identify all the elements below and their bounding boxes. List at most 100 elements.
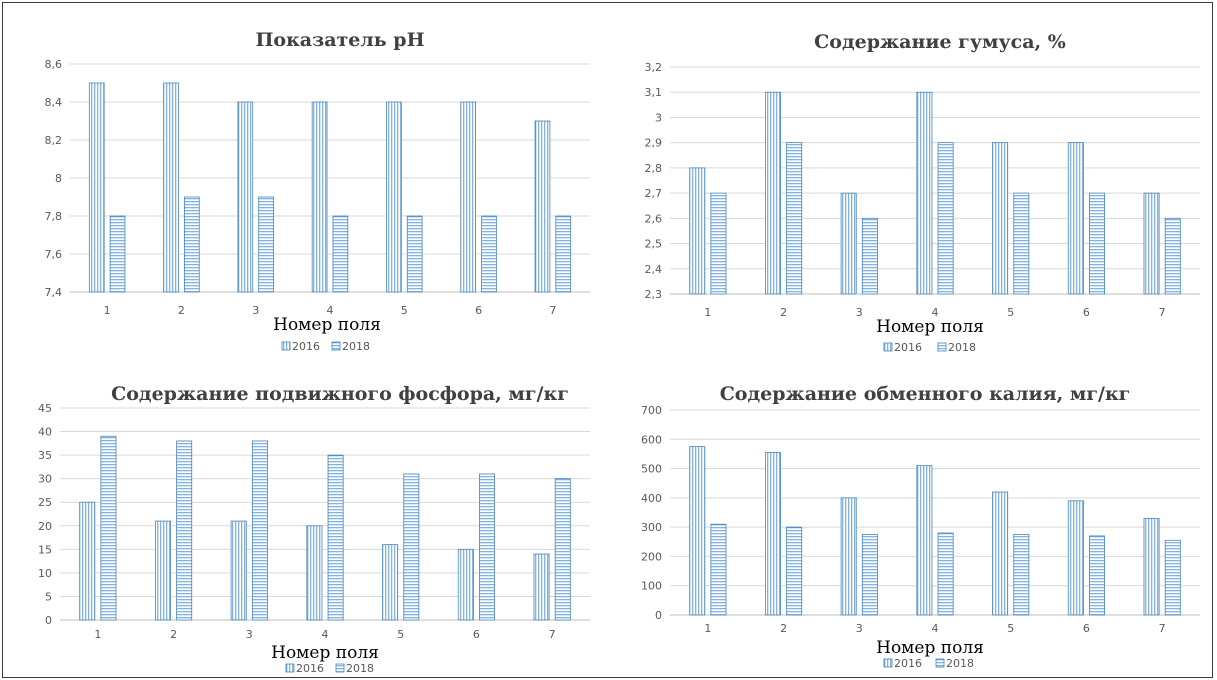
x-axis-label: Номер поля bbox=[876, 317, 984, 337]
x-tick-label: 2 bbox=[780, 306, 787, 319]
bar-2018-field-5 bbox=[1013, 534, 1030, 616]
bar-2016-field-4 bbox=[916, 91, 933, 295]
bar-2016-field-2 bbox=[764, 91, 781, 295]
bar-2018-field-2 bbox=[786, 526, 803, 616]
y-tick-label: 5 bbox=[45, 590, 52, 603]
bar-2016-field-1 bbox=[689, 167, 706, 295]
y-tick-label: 2,6 bbox=[645, 212, 663, 225]
bar-2016-field-4 bbox=[311, 101, 328, 293]
y-tick-label: 35 bbox=[38, 449, 52, 462]
y-tick-label: 15 bbox=[38, 543, 52, 556]
x-tick-label: 4 bbox=[327, 304, 334, 317]
chart-title: Содержание обменного калия, мг/кг bbox=[720, 383, 1131, 405]
x-tick-label: 1 bbox=[704, 306, 711, 319]
bar-2018-field-6 bbox=[479, 473, 496, 621]
y-tick-label: 2,5 bbox=[645, 238, 663, 251]
bar-2018-field-2 bbox=[176, 440, 193, 621]
x-tick-label: 2 bbox=[780, 622, 787, 635]
bar-2016-field-7 bbox=[1143, 192, 1160, 295]
legend-label-2016: 2016 bbox=[292, 340, 320, 353]
y-tick-label: 20 bbox=[38, 520, 52, 533]
legend-swatch-2016 bbox=[281, 341, 291, 351]
x-tick-label: 5 bbox=[1007, 622, 1014, 635]
bar-2018-field-6 bbox=[1089, 535, 1106, 616]
y-tick-label: 400 bbox=[641, 492, 662, 505]
chart-ph-svg: Показатель pH 7,47,67,888,28,48,61 2 3 4 5 6 7… bbox=[45, 29, 590, 353]
bar-2016-field-7 bbox=[534, 120, 551, 293]
y-tick-label: 3 bbox=[655, 111, 662, 124]
x-tick-label: 7 bbox=[1159, 306, 1166, 319]
x-tick-label: 4 bbox=[932, 622, 939, 635]
bar-2018-field-1 bbox=[109, 215, 126, 293]
y-tick-label: 500 bbox=[641, 463, 662, 476]
legend-swatch-2016 bbox=[883, 342, 893, 352]
y-tick-label: 3,1 bbox=[645, 86, 663, 99]
bar-2016-field-3 bbox=[840, 497, 857, 616]
y-tick-label: 200 bbox=[641, 550, 662, 563]
bar-2016-field-6 bbox=[457, 548, 474, 621]
bar-2016-field-5 bbox=[992, 491, 1009, 616]
legend: 2016 2018 bbox=[883, 341, 976, 354]
x-tick-label: 3 bbox=[246, 628, 253, 641]
y-tick-label: 2,4 bbox=[645, 263, 663, 276]
x-tick-label: 6 bbox=[473, 628, 480, 641]
y-tick-label: 3,2 bbox=[645, 61, 663, 74]
y-tick-label: 7,8 bbox=[45, 210, 63, 223]
legend: 2016 2018 bbox=[883, 657, 974, 670]
bar-2016-field-2 bbox=[154, 520, 171, 621]
bar-2018-field-3 bbox=[861, 217, 878, 295]
x-tick-label: 1 bbox=[104, 304, 111, 317]
bar-2016-field-5 bbox=[992, 142, 1009, 295]
bar-2018-field-3 bbox=[251, 440, 268, 621]
plot-area: 0 100 200 300 400 500 600 700 1 2 3 4 5 6 7 bbox=[641, 404, 1200, 635]
bar-2016-field-6 bbox=[460, 101, 477, 293]
plot-area: 7,4 7,6 7,8 8 8,2 8,4 8,6 1 2 3 4 5 6 7 bbox=[45, 58, 590, 317]
bar-2018-field-7 bbox=[554, 478, 571, 621]
y-tick-label: 0 bbox=[45, 614, 52, 627]
chart-title: Показатель pH bbox=[255, 29, 424, 51]
bar-2018-field-5 bbox=[406, 215, 423, 293]
bar-2016-field-5 bbox=[386, 101, 402, 293]
x-tick-label: 3 bbox=[252, 304, 259, 317]
x-tick-label: 6 bbox=[475, 304, 482, 317]
bar-2016-field-7 bbox=[1143, 517, 1160, 616]
bar-2018-field-7 bbox=[1164, 539, 1181, 616]
chart-title: Содержание подвижного фосфора, мг/кг bbox=[111, 383, 569, 405]
x-tick-label: 7 bbox=[1159, 622, 1166, 635]
bar-2018-field-6 bbox=[481, 215, 497, 293]
bar-2018-field-4 bbox=[937, 142, 954, 295]
bar-2016-field-1 bbox=[88, 82, 105, 293]
x-axis-label: Номер поля bbox=[876, 638, 984, 658]
bar-2018-field-5 bbox=[1013, 192, 1030, 295]
bar-2016-field-4 bbox=[306, 525, 323, 621]
legend-swatch-2018 bbox=[937, 342, 947, 352]
y-tick-label: 2,3 bbox=[645, 288, 663, 301]
y-tick-label: 8,2 bbox=[45, 134, 63, 147]
x-tick-label: 6 bbox=[1083, 622, 1090, 635]
bar-2018-field-7 bbox=[1164, 217, 1181, 295]
y-tick-label: 600 bbox=[641, 433, 662, 446]
legend-label-2016: 2016 bbox=[894, 657, 922, 670]
chart-ph: Показатель pH 7,4 7,6 7,8 8 8,2 8,4 8,6 1 2 3 4 5 6 7… bbox=[10, 12, 600, 357]
legend: 2016 2018 bbox=[285, 662, 374, 675]
bar-2018-field-2 bbox=[786, 142, 803, 295]
y-tick-label: 2,9 bbox=[645, 137, 663, 150]
bar-2018-field-1 bbox=[710, 192, 727, 295]
plot-area: 2,3 2,4 2,5 2,6 2,7 2,8 2,9 3 3,1 3,2 1 2 3 4 5 6 7 bbox=[645, 61, 1200, 319]
bar-2018-field-4 bbox=[332, 215, 349, 293]
bar-2016-field-5 bbox=[382, 544, 399, 621]
x-tick-label: 5 bbox=[397, 628, 404, 641]
legend: 2016 2018 bbox=[281, 340, 370, 353]
y-tick-label: 0 bbox=[655, 609, 662, 622]
bar-2018-field-4 bbox=[937, 532, 954, 616]
legend-swatch-2016 bbox=[883, 658, 893, 668]
y-tick-label: 7,4 bbox=[45, 286, 63, 299]
y-tick-label: 700 bbox=[641, 404, 662, 417]
bar-2016-field-2 bbox=[163, 82, 179, 293]
legend-label-2016: 2016 bbox=[296, 662, 324, 675]
legend-label-2018: 2018 bbox=[346, 662, 374, 675]
y-tick-label: 8 bbox=[55, 172, 62, 185]
y-tick-label: 10 bbox=[38, 567, 52, 580]
